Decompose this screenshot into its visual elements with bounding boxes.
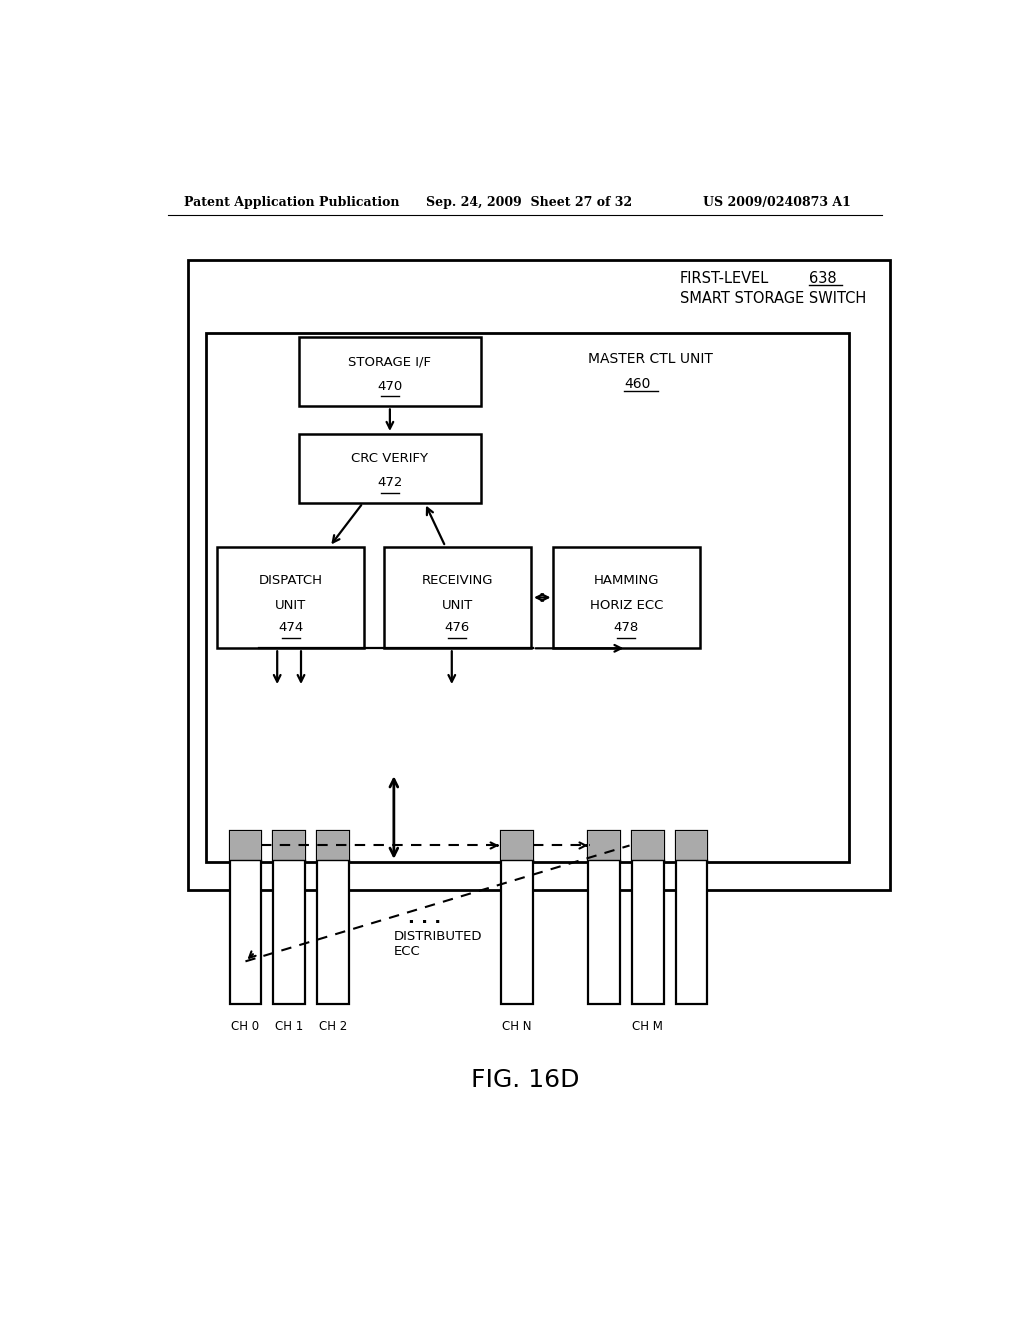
Bar [588,832,621,859]
Bar [299,338,481,407]
Text: Patent Application Publication: Patent Application Publication [183,195,399,209]
Text: HORIZ ECC: HORIZ ECC [590,599,664,612]
Text: DISTRIBUTED
ECC: DISTRIBUTED ECC [394,929,482,957]
Bar [229,832,261,1005]
Text: US 2009/0240873 A1: US 2009/0240873 A1 [703,195,851,209]
Text: SMART STORAGE SWITCH: SMART STORAGE SWITCH [680,292,866,306]
Text: UNIT: UNIT [441,599,473,612]
Bar [501,832,532,859]
Text: 478: 478 [613,622,639,635]
Text: RECEIVING: RECEIVING [422,574,494,586]
Bar [299,434,481,503]
Text: MASTER CTL UNIT: MASTER CTL UNIT [588,351,713,366]
Bar [217,546,365,648]
Text: FIG. 16D: FIG. 16D [471,1068,579,1092]
Bar [676,832,708,859]
Text: CH 1: CH 1 [275,1020,303,1034]
Text: 638: 638 [809,271,837,286]
Text: FIRST-LEVEL: FIRST-LEVEL [680,271,769,286]
Bar [553,546,699,648]
Text: 474: 474 [279,622,303,635]
Text: CH N: CH N [502,1020,531,1034]
Text: UNIT: UNIT [275,599,306,612]
Text: HAMMING: HAMMING [594,574,659,586]
Text: 470: 470 [377,380,402,392]
Text: 472: 472 [377,477,402,490]
Text: Sep. 24, 2009  Sheet 27 of 32: Sep. 24, 2009 Sheet 27 of 32 [426,195,632,209]
Bar [316,832,348,1005]
Bar [501,832,532,1005]
Text: CH 2: CH 2 [318,1020,347,1034]
Text: CRC VERIFY: CRC VERIFY [351,451,428,465]
Bar [676,832,708,1005]
Bar [273,832,305,859]
Bar [632,832,664,859]
Bar [384,546,530,648]
Bar [229,832,261,859]
Bar [273,832,305,1005]
Bar [206,333,849,862]
Bar [187,260,890,890]
Text: . . .: . . . [409,908,441,927]
Text: CH 0: CH 0 [231,1020,259,1034]
Bar [316,832,348,859]
Bar [632,832,664,1005]
Text: 476: 476 [444,622,470,635]
Bar [588,832,621,1005]
Text: CH M: CH M [633,1020,664,1034]
Text: 460: 460 [624,378,650,391]
Text: DISPATCH: DISPATCH [259,574,323,586]
Text: STORAGE I/F: STORAGE I/F [348,355,431,368]
